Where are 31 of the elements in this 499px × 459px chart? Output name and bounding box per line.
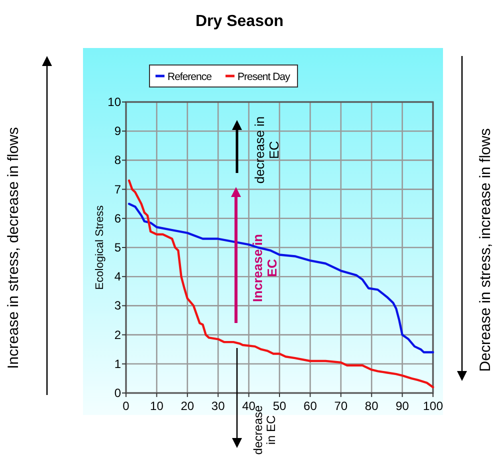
x-tick-label: 30 [211,399,226,413]
text: Increase in stress, decrease in flows [5,127,22,369]
x-tick-label: 80 [364,399,379,413]
y-axis-title: Ecological Stress [94,204,106,290]
y-tick-label: 9 [114,124,122,138]
y-tick-label: 7 [114,182,122,196]
annotation: decrease in EC [252,116,282,184]
x-tick-label: 60 [304,399,318,413]
y-tick-label: 10 [108,95,122,109]
y-tick-label: 4 [114,270,122,284]
legend-label: Reference [168,71,212,83]
x-tick-label: 100 [422,399,444,413]
y-tick-label: 1 [114,356,122,371]
y-tick-label: 6 [114,211,122,226]
text: Decrease in stress, increase in flows [477,128,494,372]
chart-title: Dry Season [195,13,284,30]
y-tick-label: 8 [114,153,122,168]
annotation: Increase in EC [250,234,280,302]
x-tick-label: 0 [122,399,130,413]
x-tick-label: 10 [150,399,164,413]
y-tick-label: 0 [114,386,122,400]
y-tick-label: 5 [114,240,122,254]
legend-label: Present Day [238,71,292,83]
x-tick-label: 40 [242,399,256,413]
line-series [128,202,434,354]
x-tick-label: 90 [396,399,410,413]
x-tick-label: 70 [334,399,348,413]
y-tick-label: 3 [114,298,122,313]
y-tick-label: 2 [114,328,122,342]
x-tick-label: 20 [180,399,194,413]
x-tick-label: 50 [272,399,286,413]
